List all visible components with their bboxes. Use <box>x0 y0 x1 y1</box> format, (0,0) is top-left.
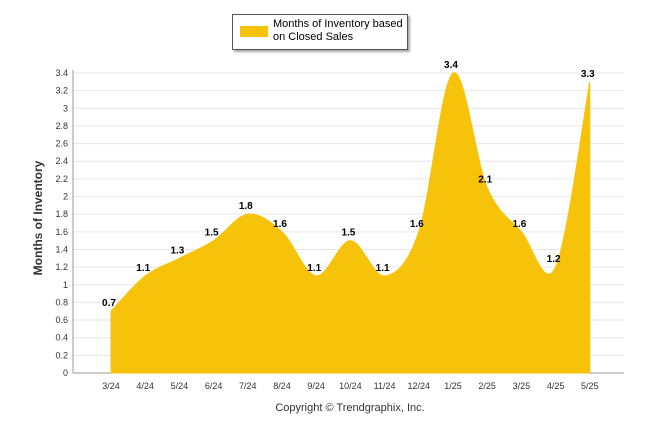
y-tick-label: 0.4 <box>55 333 68 343</box>
y-tick-label: 2.8 <box>55 121 68 131</box>
data-label: 1.5 <box>205 228 219 239</box>
y-tick-label: 1 <box>63 280 68 290</box>
legend: Months of Inventory based on Closed Sale… <box>232 14 408 50</box>
x-tick-label: 3/25 <box>513 381 531 391</box>
y-tick-label: 3 <box>63 103 68 113</box>
x-tick-labels: 3/24 4/24 5/24 6/24 7/24 8/24 9/24 10/24 11/24 12… <box>102 381 598 391</box>
y-tick-label: 3.4 <box>55 68 68 78</box>
x-tick-label: 4/24 <box>136 381 154 391</box>
x-tick-label: 8/24 <box>273 381 291 391</box>
y-tick-label: 0 <box>63 368 68 378</box>
data-label: 1.8 <box>239 201 253 212</box>
y-tick-label: 1.6 <box>55 227 68 237</box>
y-tick-label: 0.6 <box>55 315 68 325</box>
x-tick-label: 2/25 <box>478 381 496 391</box>
x-tick-label: 7/24 <box>239 381 257 391</box>
y-axis-label: Months of Inventory <box>31 160 45 275</box>
data-label: 3.3 <box>581 69 595 80</box>
x-tick-label: 6/24 <box>205 381 223 391</box>
data-label: 0.7 <box>102 298 116 309</box>
x-tick-label: 10/24 <box>339 381 362 391</box>
data-label: 1.1 <box>376 263 390 274</box>
area-series <box>110 72 591 374</box>
data-label: 1.1 <box>307 263 321 274</box>
legend-swatch <box>240 26 268 37</box>
data-label: 3.4 <box>444 60 458 71</box>
data-label: 1.5 <box>341 228 355 239</box>
x-tick-label: 1/25 <box>444 381 462 391</box>
legend-label: Months of Inventory based on Closed Sale… <box>273 18 403 43</box>
data-label: 1.2 <box>547 254 561 265</box>
data-label: 2.1 <box>478 175 492 186</box>
y-tick-label: 2.4 <box>55 156 68 166</box>
y-tick-label: 0.2 <box>55 350 68 360</box>
y-tick-label: 0.8 <box>55 297 68 307</box>
y-tick-label: 1.8 <box>55 209 68 219</box>
x-tick-label: 5/24 <box>171 381 189 391</box>
data-label: 1.6 <box>273 219 287 230</box>
y-tick-label: 3.2 <box>55 86 68 96</box>
y-tick-label: 2.2 <box>55 174 68 184</box>
y-tick-label: 1.4 <box>55 244 68 254</box>
copyright-text: Copyright © Trendgraphix, Inc. <box>275 402 425 414</box>
x-tick-label: 9/24 <box>307 381 325 391</box>
y-tick-labels: 0 0.2 0.4 0.6 0.8 1 1.2 1.4 1.6 1.8 2 2.2 2.4 2.6 2.8 3… <box>55 68 68 378</box>
y-tick-label: 2 <box>63 192 68 202</box>
data-label: 1.1 <box>136 263 150 274</box>
x-tick-label: 5/25 <box>581 381 599 391</box>
data-label: 1.3 <box>170 245 184 256</box>
data-label: 1.6 <box>512 219 526 230</box>
y-tick-label: 1.2 <box>55 262 68 272</box>
data-label: 1.6 <box>410 219 424 230</box>
x-tick-label: 11/24 <box>374 381 396 391</box>
x-tick-label: 4/25 <box>547 381 565 391</box>
y-tick-label: 2.6 <box>55 139 68 149</box>
data-labels: 0.7 1.1 1.3 1.5 1.8 1.6 1.1 1.5 1.1 1.6 3.4 2.1 1.6 1… <box>102 60 595 309</box>
x-tick-label: 3/24 <box>102 381 120 391</box>
area-fill <box>110 72 591 374</box>
x-tick-label: 12/24 <box>408 381 431 391</box>
